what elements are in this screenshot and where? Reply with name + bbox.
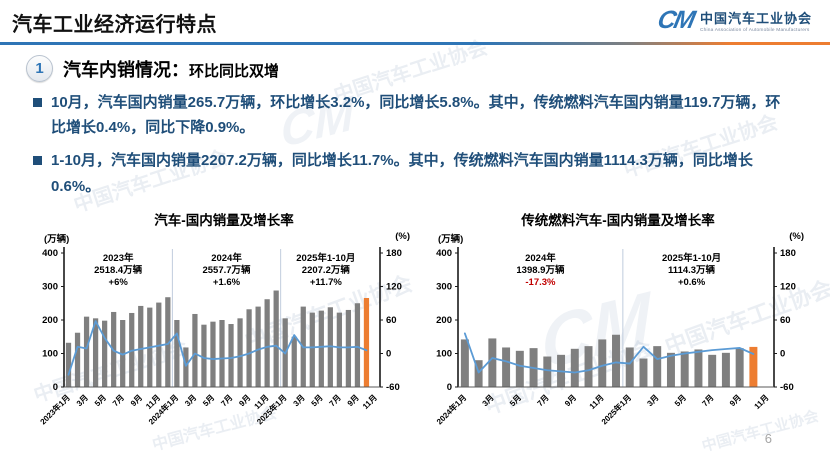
svg-text:5月: 5月 <box>201 393 216 408</box>
chart-canvas: 0 100 200 300 400 -60 0 60 120 180 2024年1月 3月 5月 7月 9月… <box>434 246 796 426</box>
svg-text:11月: 11月 <box>361 393 379 411</box>
section-heading: 1 汽车内销情况：环比同比双增 <box>26 55 830 82</box>
section-title: 汽车内销情况：环比同比双增 <box>63 59 280 80</box>
left-axis-unit: (万辆) <box>44 233 70 245</box>
bullet-text: 1-10月，汽车国内销量2207.2万辆，同比增长11.7%。其中，传统燃料汽车… <box>51 152 753 195</box>
svg-text:2025年1月: 2025年1月 <box>599 392 633 426</box>
header: 汽车工业经济运行特点 CM 中国汽车工业协会 China Association… <box>0 0 830 37</box>
svg-text:9月: 9月 <box>129 393 144 408</box>
svg-text:2023年1月: 2023年1月 <box>38 392 72 426</box>
svg-text:1398.9万辆: 1398.9万辆 <box>516 264 565 276</box>
svg-text:0: 0 <box>780 348 785 359</box>
svg-text:100: 100 <box>436 348 452 359</box>
svg-text:3月: 3月 <box>645 393 660 408</box>
svg-text:5月: 5月 <box>508 393 523 408</box>
logo-org-name: 中国汽车工业协会 <box>699 11 812 26</box>
svg-text:0: 0 <box>447 382 452 393</box>
svg-text:7月: 7月 <box>328 393 343 408</box>
svg-text:2024年: 2024年 <box>525 252 556 264</box>
header-divider <box>0 42 830 45</box>
page-number: 6 <box>764 431 772 446</box>
svg-text:7月: 7月 <box>536 393 551 408</box>
svg-text:400: 400 <box>436 248 452 259</box>
left-axis-unit: (万辆) <box>438 233 464 245</box>
svg-text:0: 0 <box>53 382 58 393</box>
bullet-square-icon <box>33 98 42 107</box>
svg-text:7月: 7月 <box>700 393 715 408</box>
section-number-badge: 1 <box>26 55 53 82</box>
svg-text:2024年: 2024年 <box>211 252 242 264</box>
svg-text:9月: 9月 <box>728 393 743 408</box>
svg-text:2025年1-10月: 2025年1-10月 <box>296 252 355 264</box>
svg-text:11月: 11月 <box>588 393 606 411</box>
svg-text:-60: -60 <box>780 382 794 393</box>
svg-text:+11.7%: +11.7% <box>310 277 343 288</box>
svg-text:-17.3%: -17.3% <box>525 277 556 288</box>
caam-logo-icon: CM <box>655 6 697 34</box>
svg-text:+0.6%: +0.6% <box>678 277 706 288</box>
charts-row: 汽车-国内销量及增长率 (万辆) (%) 0 100 200 300 400 -60 0 60… <box>0 199 830 450</box>
svg-text:100: 100 <box>42 348 58 359</box>
svg-text:3月: 3月 <box>481 393 496 408</box>
svg-text:120: 120 <box>780 281 796 292</box>
svg-text:300: 300 <box>42 281 58 292</box>
svg-text:180: 180 <box>386 248 402 259</box>
chart-domestic-auto-sales: 汽车-国内销量及增长率 (万辆) (%) 0 100 200 300 400 -60 0 60… <box>28 209 420 450</box>
svg-text:+1.6%: +1.6% <box>213 277 241 288</box>
chart-title: 汽车-国内销量及增长率 <box>154 212 294 228</box>
svg-text:9月: 9月 <box>237 393 252 408</box>
svg-text:3月: 3月 <box>292 393 307 408</box>
svg-text:400: 400 <box>42 248 58 259</box>
svg-text:2207.2万辆: 2207.2万辆 <box>302 264 351 276</box>
bullet-square-icon <box>33 156 42 166</box>
right-axis-unit: (%) <box>395 230 410 242</box>
bullet-item-cumulative: 1-10月，汽车国内销量2207.2万辆，同比增长11.7%。其中，传统燃料汽车… <box>33 148 790 198</box>
svg-text:60: 60 <box>780 315 791 326</box>
svg-text:1114.3万辆: 1114.3万辆 <box>668 264 716 276</box>
chart-title: 传统燃料汽车-国内销量及增长率 <box>521 212 715 228</box>
svg-text:180: 180 <box>780 248 796 259</box>
svg-text:200: 200 <box>436 315 452 326</box>
svg-text:120: 120 <box>386 281 402 292</box>
svg-text:2023年: 2023年 <box>103 252 134 264</box>
bullet-item-monthly: 10月，汽车国内销量265.7万辆，环比增长3.2%，同比增长5.8%。其中，传… <box>33 90 790 140</box>
svg-text:2024年1月: 2024年1月 <box>434 392 468 426</box>
svg-text:60: 60 <box>386 315 397 326</box>
svg-text:11月: 11月 <box>753 393 771 411</box>
right-axis-unit: (%) <box>789 230 804 242</box>
svg-text:2025年1-10月: 2025年1-10月 <box>662 252 721 264</box>
svg-text:200: 200 <box>42 315 58 326</box>
svg-text:9月: 9月 <box>346 393 361 408</box>
page-title: 汽车工业经济运行特点 <box>12 14 217 36</box>
svg-text:7月: 7月 <box>111 393 126 408</box>
svg-text:+6%: +6% <box>109 277 129 288</box>
svg-text:5月: 5月 <box>93 393 108 408</box>
svg-text:0: 0 <box>386 348 391 359</box>
svg-text:2557.7万辆: 2557.7万辆 <box>202 264 251 276</box>
bullet-text: 10月，汽车国内销量265.7万辆，环比增长3.2%，同比增长5.8%。其中，传… <box>51 94 781 137</box>
logo-org-name-en: China Association of Automobile Manufact… <box>699 28 810 33</box>
svg-text:-60: -60 <box>386 382 400 393</box>
section-subtitle: 环比同比双增 <box>189 62 280 80</box>
summary-bullets: 10月，汽车国内销量265.7万辆，环比增长3.2%，同比增长5.8%。其中，传… <box>33 90 790 199</box>
svg-text:3月: 3月 <box>183 393 198 408</box>
svg-text:5月: 5月 <box>673 393 688 408</box>
svg-text:7月: 7月 <box>219 393 234 408</box>
caam-logo: CM 中国汽车工业协会 China Association of Automob… <box>655 6 812 34</box>
svg-text:9月: 9月 <box>563 393 578 408</box>
svg-text:3月: 3月 <box>75 393 90 408</box>
svg-text:2518.4万辆: 2518.4万辆 <box>94 264 143 276</box>
chart-fuel-vehicle-sales: 传统燃料汽车-国内销量及增长率 (万辆) (%) 0 100 200 300 400 -6… <box>422 209 814 450</box>
svg-text:300: 300 <box>436 281 452 292</box>
svg-text:5月: 5月 <box>310 393 325 408</box>
